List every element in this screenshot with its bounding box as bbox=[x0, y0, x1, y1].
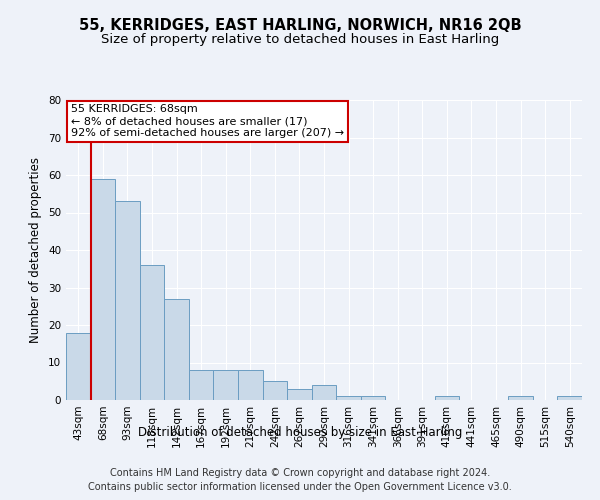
Bar bbox=[91, 179, 115, 400]
Bar bbox=[189, 370, 214, 400]
Bar bbox=[66, 332, 91, 400]
Text: Distribution of detached houses by size in East Harling: Distribution of detached houses by size … bbox=[138, 426, 462, 439]
Bar bbox=[361, 396, 385, 400]
Text: 55, KERRIDGES, EAST HARLING, NORWICH, NR16 2QB: 55, KERRIDGES, EAST HARLING, NORWICH, NR… bbox=[79, 18, 521, 32]
Text: Contains HM Land Registry data © Crown copyright and database right 2024.: Contains HM Land Registry data © Crown c… bbox=[110, 468, 490, 477]
Bar bbox=[164, 298, 189, 400]
Y-axis label: Number of detached properties: Number of detached properties bbox=[29, 157, 43, 343]
Bar bbox=[434, 396, 459, 400]
Text: 55 KERRIDGES: 68sqm
← 8% of detached houses are smaller (17)
92% of semi-detache: 55 KERRIDGES: 68sqm ← 8% of detached hou… bbox=[71, 104, 344, 138]
Bar bbox=[336, 396, 361, 400]
Bar bbox=[140, 265, 164, 400]
Bar bbox=[312, 385, 336, 400]
Bar bbox=[557, 396, 582, 400]
Text: Contains public sector information licensed under the Open Government Licence v3: Contains public sector information licen… bbox=[88, 482, 512, 492]
Bar bbox=[115, 201, 140, 400]
Bar bbox=[214, 370, 238, 400]
Bar bbox=[238, 370, 263, 400]
Bar bbox=[287, 389, 312, 400]
Text: Size of property relative to detached houses in East Harling: Size of property relative to detached ho… bbox=[101, 32, 499, 46]
Bar bbox=[263, 381, 287, 400]
Bar bbox=[508, 396, 533, 400]
